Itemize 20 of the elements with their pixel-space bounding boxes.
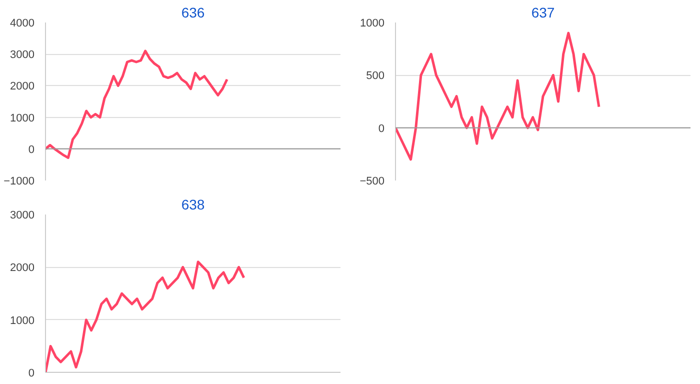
- y-tick-label: 1000: [10, 314, 35, 327]
- y-tick-label: 2000: [10, 80, 35, 93]
- y-tick-label: 0: [28, 368, 35, 380]
- chart-title: 637: [531, 4, 555, 20]
- y-tick-label: 0: [28, 144, 35, 156]
- y-tick-label: −1000: [4, 176, 35, 188]
- line-series: [46, 50, 228, 159]
- y-tick-label: 0: [378, 122, 385, 135]
- y-tick-label: 2000: [10, 262, 35, 274]
- chart-title: 638: [181, 196, 205, 212]
- y-tick-label: 500: [366, 70, 385, 82]
- chart-title: 636: [181, 4, 205, 20]
- y-tick-label: 1000: [360, 18, 385, 30]
- y-tick-label: −500: [360, 176, 385, 188]
- y-tick-label: 3000: [10, 210, 35, 222]
- line-series: [46, 260, 246, 372]
- y-tick-label: 4000: [10, 18, 35, 30]
- y-tick-label: 3000: [10, 49, 35, 62]
- line-series: [396, 32, 600, 161]
- y-tick-label: 1000: [10, 112, 35, 124]
